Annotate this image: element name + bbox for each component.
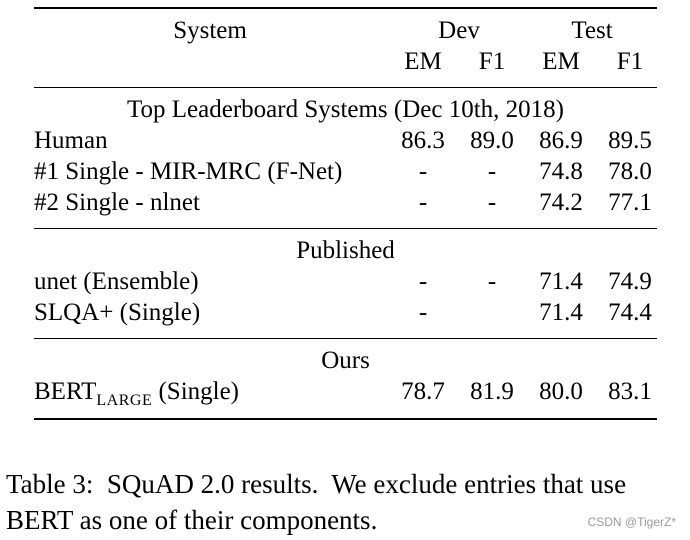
row-dev-em: -	[418, 299, 428, 326]
row-system-mir-mrc: #1 Single - MIR-MRC (F-Net)	[34, 158, 343, 185]
row-test-em: 74.2	[539, 189, 583, 216]
row-test-em: 71.4	[539, 299, 583, 326]
row-test-f1: 78.0	[608, 158, 652, 185]
row-test-em: 86.9	[539, 127, 583, 154]
header-test-em: EM	[542, 48, 580, 75]
section-rule-1	[34, 228, 657, 229]
row-test-f1: 74.4	[608, 299, 652, 326]
row-dev-em: -	[418, 268, 428, 295]
section-title-ours: Ours	[321, 347, 370, 374]
bert-name: BERT	[34, 378, 97, 405]
section-title-top-leaderboard: Top Leaderboard Systems (Dec 10th, 2018)	[126, 96, 565, 123]
row-dev-f1: -	[487, 189, 497, 216]
row-dev-em: 86.3	[401, 127, 445, 154]
row-test-em: 74.8	[539, 158, 583, 185]
header-rule	[34, 87, 657, 88]
header-dev-em: EM	[404, 48, 442, 75]
row-dev-f1: 81.9	[470, 378, 514, 405]
row-test-em: 80.0	[539, 378, 583, 405]
row-test-em: 71.4	[539, 268, 583, 295]
row-dev-em: -	[418, 189, 428, 216]
row-system-human: Human	[34, 127, 108, 154]
watermark: CSDN @TigerZ*	[587, 515, 676, 529]
table-caption: Table 3: SQuAD 2.0 results. We exclude e…	[6, 469, 633, 535]
bottom-rule	[34, 418, 657, 420]
row-system-slqa: SLQA+ (Single)	[34, 299, 201, 326]
header-system: System	[173, 17, 247, 44]
row-system-nlnet: #2 Single - nlnet	[34, 189, 200, 216]
row-test-f1: 77.1	[608, 189, 652, 216]
bert-subscript: LARGE	[96, 392, 153, 409]
top-rule	[34, 7, 657, 9]
bert-suffix: (Single)	[152, 378, 240, 405]
header-dev: Dev	[438, 17, 480, 44]
row-dev-f1: -	[487, 268, 497, 295]
header-test-f1: F1	[616, 48, 644, 75]
section-title-published: Published	[296, 237, 395, 264]
header-test: Test	[571, 17, 613, 44]
row-test-f1: 74.9	[608, 268, 652, 295]
row-dev-em: 78.7	[401, 378, 445, 405]
row-system-bert-large: BERTLARGE (Single)	[34, 377, 239, 416]
row-system-unet: unet (Ensemble)	[34, 268, 199, 295]
row-test-f1: 89.5	[608, 127, 652, 154]
row-dev-em: -	[418, 158, 428, 185]
row-dev-f1: -	[487, 158, 497, 185]
row-test-f1: 83.1	[608, 378, 652, 405]
section-rule-2	[34, 338, 657, 339]
header-dev-f1: F1	[478, 48, 506, 75]
row-dev-f1: 89.0	[470, 127, 514, 154]
